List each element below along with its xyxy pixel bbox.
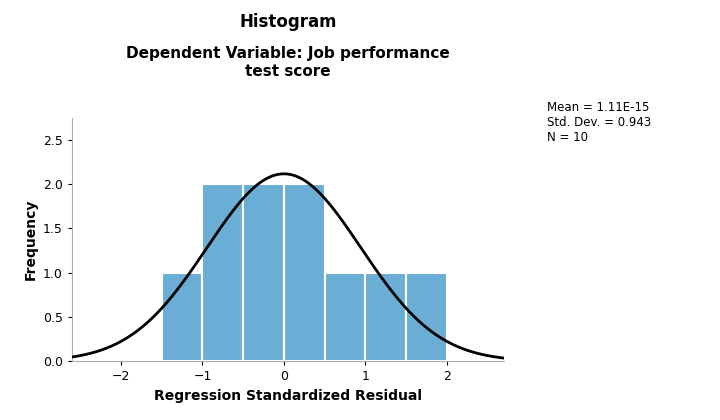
X-axis label: Regression Standardized Residual: Regression Standardized Residual	[154, 389, 422, 403]
Text: Mean = 1.11E-15
Std. Dev. = 0.943
N = 10: Mean = 1.11E-15 Std. Dev. = 0.943 N = 10	[547, 101, 652, 144]
Bar	[202, 184, 243, 361]
Text: Dependent Variable: Job performance
test score: Dependent Variable: Job performance test…	[126, 46, 450, 79]
Bar	[162, 273, 202, 361]
Bar	[325, 273, 366, 361]
Bar	[243, 184, 284, 361]
Bar	[366, 273, 406, 361]
Bar	[284, 184, 325, 361]
Y-axis label: Frequency: Frequency	[24, 199, 37, 280]
Bar	[406, 273, 447, 361]
Text: Histogram: Histogram	[239, 13, 337, 31]
